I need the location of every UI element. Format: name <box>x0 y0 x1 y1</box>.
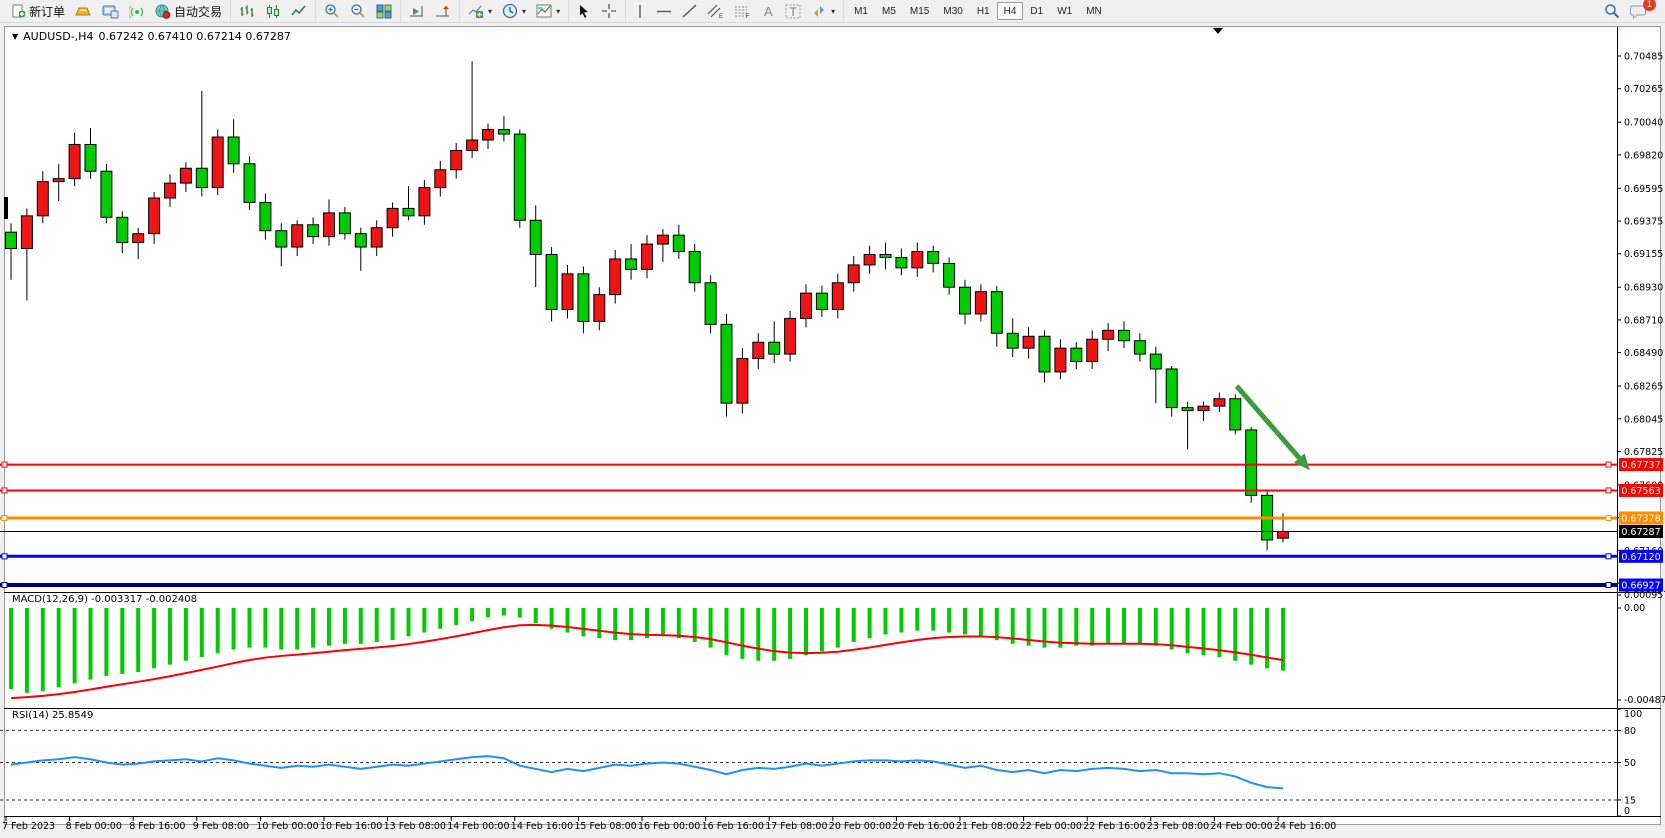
horizontal-line-button[interactable] <box>651 1 677 21</box>
zoom-out-button[interactable] <box>345 1 371 21</box>
periods-caret-icon: ▾ <box>522 6 527 16</box>
line-chart-icon <box>291 4 307 19</box>
zoom-in-icon <box>324 3 340 19</box>
vertical-line-button[interactable] <box>629 1 651 21</box>
bar-chart-button[interactable] <box>234 1 260 21</box>
periods-button[interactable]: ▾ <box>497 1 531 21</box>
fibonacci-icon: F <box>734 4 751 19</box>
trendline-button[interactable] <box>677 1 702 21</box>
notification-badge: 1 <box>1643 0 1656 11</box>
tile-windows-button[interactable] <box>371 1 397 21</box>
gold-ingot-icon <box>75 4 92 19</box>
arrows-objects-icon <box>811 4 827 19</box>
signals-button[interactable] <box>124 1 150 21</box>
search-button[interactable] <box>1599 1 1625 21</box>
symbol-dropdown-icon[interactable]: ▼ <box>12 32 19 41</box>
horizontal-line-icon <box>656 5 672 18</box>
timeframe-m1-button[interactable]: M1 <box>847 2 875 20</box>
new-order-icon <box>12 4 26 18</box>
toolbar-group-timeframes: M1 M5 M15 M30 H1 H4 D1 W1 MN <box>843 0 1112 22</box>
toolbar-group-scroll <box>400 0 459 22</box>
market-button[interactable] <box>70 1 97 21</box>
toolbar-group-right: 1 <box>1596 0 1661 22</box>
svg-text:E: E <box>719 14 723 19</box>
new-order-button[interactable]: 新订单 <box>7 1 70 21</box>
toolbar-group-chart-type <box>230 0 315 22</box>
auto-scroll-icon <box>409 4 425 19</box>
notifications-button[interactable]: 1 <box>1625 0 1656 21</box>
text-label-button[interactable]: T <box>780 1 806 21</box>
main-toolbar: 新订单 自动交易 <box>0 0 1665 23</box>
arrows-caret-icon: ▾ <box>831 6 836 16</box>
template-icon <box>536 4 552 19</box>
svg-text:A: A <box>764 4 773 18</box>
candlestick-chart-icon <box>265 4 281 19</box>
toolbar-group-indicators: ▾ ▾ ▾ <box>459 0 568 22</box>
vertical-line-icon <box>634 4 646 19</box>
fibonacci-button[interactable]: F <box>729 1 756 21</box>
auto-trading-button[interactable]: 自动交易 <box>150 1 227 21</box>
equidistant-channel-button[interactable]: E <box>702 1 729 21</box>
text-icon: A <box>761 4 775 18</box>
indicators-icon <box>468 4 484 19</box>
cursor-icon <box>577 4 591 19</box>
channel-icon: E <box>707 4 724 19</box>
timeframe-m30-button[interactable]: M30 <box>936 2 969 20</box>
auto-trading-label: 自动交易 <box>174 4 223 19</box>
toolbar-group-trade: 新订单 自动交易 <box>4 0 230 22</box>
signal-icon <box>129 4 145 19</box>
templates-button[interactable]: ▾ <box>531 1 565 21</box>
timeframe-d1-button[interactable]: D1 <box>1023 2 1050 20</box>
templates-caret-icon: ▾ <box>556 6 561 16</box>
chart-window[interactable] <box>4 26 1661 825</box>
text-label-icon: T <box>785 4 801 19</box>
chart-shift-icon <box>435 4 451 19</box>
indicators-caret-icon: ▾ <box>488 6 493 16</box>
crosshair-button[interactable] <box>596 1 622 21</box>
candlestick-chart-button[interactable] <box>260 1 286 21</box>
macd-indicator-label: MACD(12,26,9) -0.003317 -0.002408 <box>12 594 197 605</box>
indicators-button[interactable]: ▾ <box>463 1 497 21</box>
tile-windows-icon <box>376 4 392 19</box>
trendline-icon <box>682 4 697 18</box>
auto-trading-icon <box>155 4 171 19</box>
zoom-in-button[interactable] <box>319 1 345 21</box>
toolbar-group-cursor <box>568 0 625 22</box>
crosshair-icon <box>601 3 617 19</box>
chart-header: ▼ AUDUSD-,H4 0.67242 0.67410 0.67214 0.6… <box>12 30 291 43</box>
timeframe-h1-button[interactable]: H1 <box>970 2 997 20</box>
timeframe-mn-button[interactable]: MN <box>1079 2 1109 20</box>
terminal-button[interactable] <box>97 1 124 21</box>
search-icon <box>1604 3 1620 19</box>
bar-chart-icon <box>239 4 255 19</box>
svg-text:F: F <box>746 14 750 19</box>
toolbar-group-objects: E F A T ▾ <box>625 0 843 22</box>
timeframe-w1-button[interactable]: W1 <box>1050 2 1079 20</box>
new-order-label: 新订单 <box>29 4 66 19</box>
timeframe-m15-button[interactable]: M15 <box>903 2 936 20</box>
terminal-icon <box>102 4 119 19</box>
chart-ohlc-values: 0.67242 0.67410 0.67214 0.67287 <box>98 30 291 43</box>
auto-scroll-button[interactable] <box>404 1 430 21</box>
timeframe-h4-button[interactable]: H4 <box>996 2 1024 20</box>
chart-symbol-period: AUDUSD-,H4 <box>23 30 94 43</box>
zoom-out-icon <box>350 3 366 19</box>
svg-text:T: T <box>790 5 798 19</box>
chart-shift-button[interactable] <box>430 1 456 21</box>
text-button[interactable]: A <box>756 1 780 21</box>
timeframe-m5-button[interactable]: M5 <box>875 2 903 20</box>
clock-icon <box>502 3 518 19</box>
cursor-button[interactable] <box>572 1 596 21</box>
line-chart-button[interactable] <box>286 1 312 21</box>
arrows-objects-button[interactable]: ▾ <box>806 1 840 21</box>
rsi-indicator-label: RSI(14) 25.8549 <box>12 710 94 721</box>
toolbar-group-zoom <box>315 0 400 22</box>
